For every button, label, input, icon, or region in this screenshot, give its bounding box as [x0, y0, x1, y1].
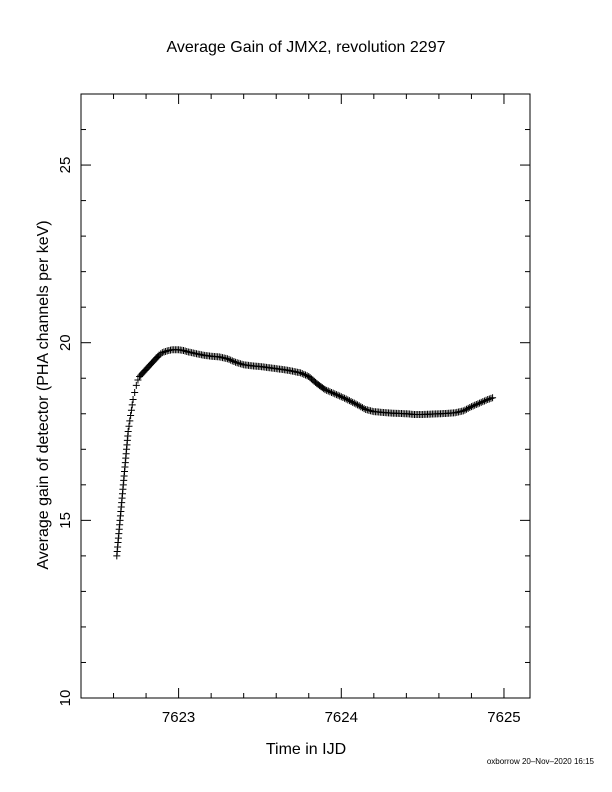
x-tick-label: 7623 — [162, 709, 195, 726]
data-point — [321, 386, 329, 394]
x-tick-label: 7624 — [325, 709, 358, 726]
data-point — [329, 389, 337, 397]
data-point — [230, 358, 238, 366]
tick-labels: 7623 7624 7625 10 15 20 25 — [57, 157, 521, 726]
data-point — [336, 392, 344, 400]
data-point — [459, 407, 467, 415]
data-point — [469, 402, 477, 410]
y-tick-label: 25 — [57, 157, 74, 174]
data-point — [134, 376, 142, 384]
data-point — [228, 357, 236, 365]
data-point — [482, 396, 490, 404]
y-tick-label: 10 — [57, 690, 74, 707]
y-axis-label: Average gain of detector (PHA channels p… — [35, 220, 52, 569]
y-tick-label: 20 — [57, 334, 74, 351]
data-point — [300, 370, 308, 378]
data-point — [132, 381, 140, 389]
data-point — [350, 399, 358, 407]
data-point — [302, 371, 309, 379]
data-point — [160, 348, 168, 356]
data-point — [225, 355, 233, 363]
data-point — [158, 349, 166, 357]
data-point — [323, 386, 331, 394]
data-point — [129, 396, 137, 404]
data-point — [472, 401, 480, 409]
data-point — [463, 405, 471, 413]
data-point — [324, 387, 332, 395]
y-tick-label: 15 — [57, 512, 74, 529]
data-point — [342, 395, 350, 403]
data-point — [467, 403, 475, 411]
data-point — [487, 394, 495, 402]
data-point — [484, 396, 492, 404]
axis-ticks — [80, 93, 530, 699]
data-point — [339, 393, 347, 401]
data-point — [344, 396, 352, 404]
data-point — [125, 422, 133, 430]
data-point — [477, 398, 485, 406]
footer-stamp: oxborrow 20–Nov–2020 16:15 — [486, 757, 594, 766]
data-point — [162, 347, 170, 355]
data-point — [479, 398, 487, 406]
data-point — [131, 388, 139, 396]
data-point — [349, 398, 357, 406]
data-point — [464, 404, 472, 412]
data-point — [127, 406, 135, 414]
data-point — [480, 397, 488, 405]
data-point — [461, 406, 469, 414]
data-point — [476, 399, 484, 407]
chart-title: Average Gain of JMX2, revolution 2297 — [167, 39, 446, 56]
x-axis-label: Time in IJD — [266, 741, 346, 758]
data-point — [127, 412, 135, 420]
data-point — [341, 394, 349, 402]
data-point — [345, 397, 353, 405]
data-point — [332, 391, 340, 399]
data-point — [471, 401, 479, 409]
data-point — [328, 388, 336, 396]
data-point — [474, 400, 482, 408]
data-point — [298, 370, 306, 378]
data-point — [320, 385, 328, 393]
data-point — [352, 400, 360, 408]
data-point — [489, 394, 497, 402]
data-point — [334, 391, 342, 399]
data-points — [113, 346, 497, 560]
data-point — [223, 355, 231, 363]
data-point — [331, 390, 339, 398]
data-point — [337, 393, 345, 401]
data-point — [347, 397, 355, 405]
data-point — [466, 404, 474, 412]
data-point — [360, 405, 368, 413]
data-point — [326, 388, 334, 396]
plot-frame — [80, 93, 531, 699]
data-point — [126, 417, 134, 425]
data-point — [297, 369, 305, 377]
data-point — [124, 428, 132, 436]
data-point — [485, 395, 493, 403]
x-tick-label: 7625 — [487, 709, 520, 726]
data-point — [227, 356, 235, 364]
data-point — [128, 401, 136, 409]
